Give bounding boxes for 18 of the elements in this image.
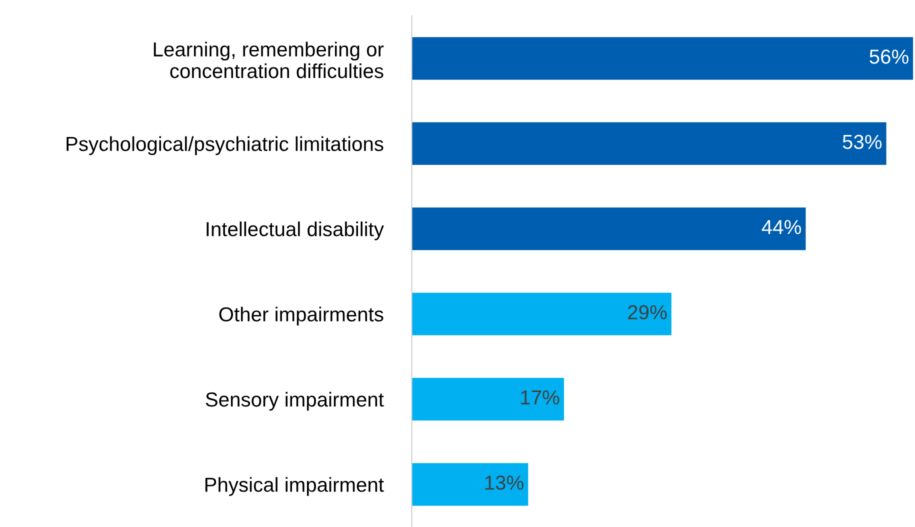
data-label: 17% bbox=[521, 390, 560, 405]
y-tick-label: Sensory impairment bbox=[206, 392, 384, 411]
data-label: 53% bbox=[842, 134, 882, 150]
data-label: 29% bbox=[628, 305, 667, 320]
data-label: 56% bbox=[870, 50, 908, 64]
y-tick-label: Intellectual disability bbox=[206, 222, 384, 240]
bar bbox=[412, 463, 528, 506]
y-tick-label: Learning, remembering or concentration difficulties bbox=[154, 42, 384, 78]
bar bbox=[412, 378, 564, 420]
y-tick-label: Physical impairment bbox=[205, 477, 384, 496]
bar bbox=[412, 122, 886, 165]
data-label: 44% bbox=[762, 220, 801, 234]
bar bbox=[412, 37, 914, 80]
y-tick-label: Psychological/psychiatric limitations bbox=[66, 136, 384, 156]
bar bbox=[412, 208, 806, 250]
y-tick-label: Other impairments bbox=[219, 306, 384, 326]
data-label: 13% bbox=[485, 476, 524, 490]
bar bbox=[412, 292, 672, 336]
